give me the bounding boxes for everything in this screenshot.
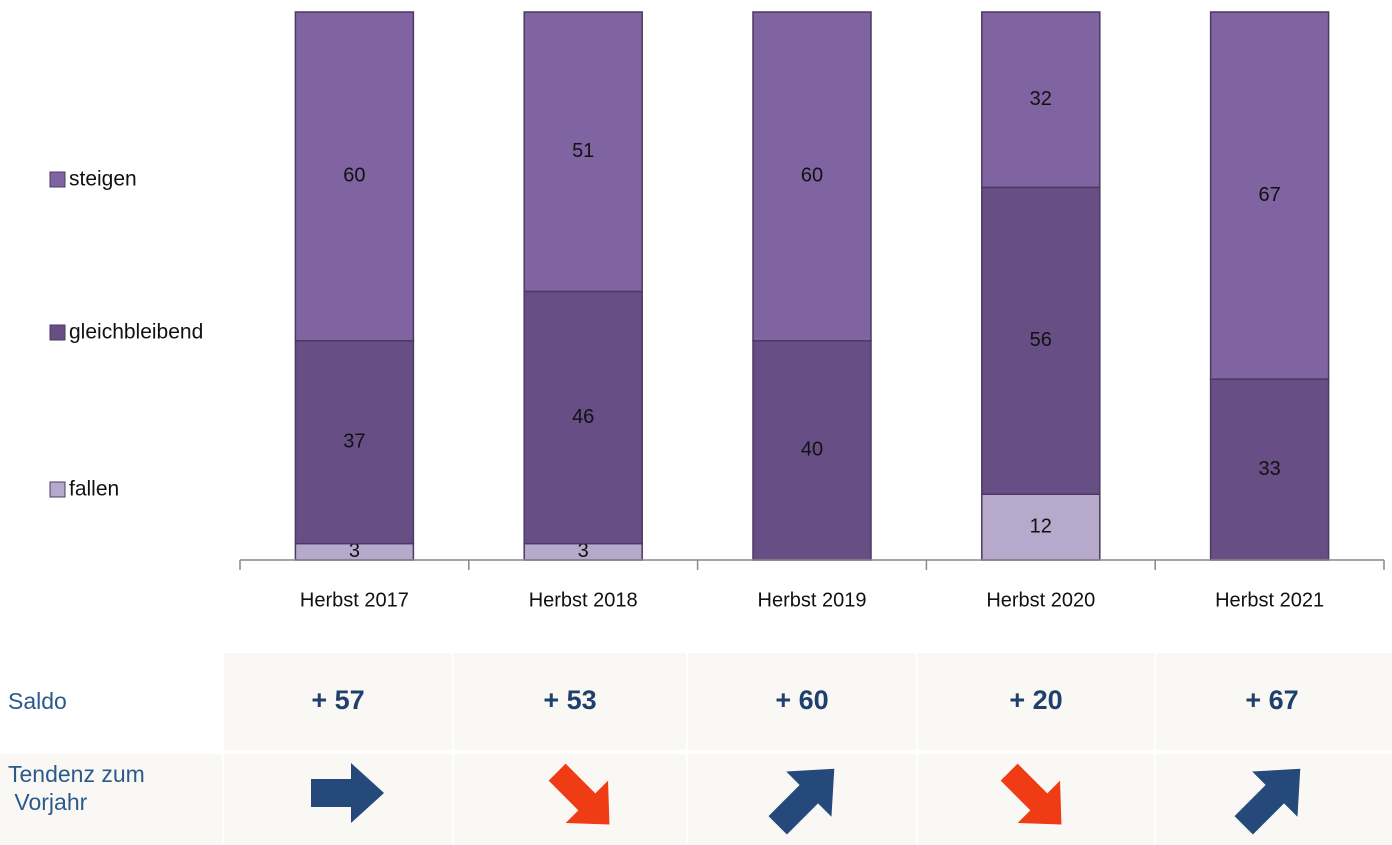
x-tick-label: Herbst 2020 [986,589,1095,611]
data-label: 12 [1030,515,1052,537]
data-label: 56 [1030,329,1052,351]
x-tick-label: Herbst 2018 [529,589,638,611]
row-label: Tendenz zum Vorjahr [8,761,145,815]
legend-label: gleichbleibend [69,321,203,344]
data-label: 3 [349,540,360,562]
legend-swatch [49,171,66,188]
saldo-value: + 20 [1009,685,1062,715]
arrow-down-right [1000,763,1062,825]
bar-segment [523,11,643,293]
bar-segment [1209,11,1330,380]
legend-label: fallen [69,478,119,501]
bar-segment [981,186,1101,495]
data-label: 67 [1258,184,1280,206]
table: Saldo Tendenz zum Vorjahr [0,653,1392,845]
data-label: 32 [1030,88,1052,110]
table-cell [454,653,686,750]
table-cell [0,653,222,750]
bar-segment [1209,378,1330,561]
data-label: 33 [1258,458,1280,480]
data-label: 60 [801,165,823,187]
saldo-value: + 57 [311,685,364,715]
legend-swatch [49,481,66,498]
table-cell [224,653,452,750]
table-cell [0,754,222,845]
data-label: 60 [343,165,365,187]
bar-segment [523,290,643,545]
bar-segment [294,340,415,545]
data-label: 3 [578,540,589,562]
data-label: 37 [343,430,365,452]
arrow-right [311,763,384,823]
bar-segment [752,340,872,561]
arrow-up-right [1234,768,1301,835]
bar-segment [752,11,872,342]
data-label: 40 [801,439,823,461]
data-label: 51 [572,140,594,162]
saldo-value: + 60 [775,685,828,715]
x-tick-label: Herbst 2017 [300,589,409,611]
saldo-value: + 67 [1245,685,1298,715]
x-tick-label: Herbst 2019 [758,589,867,611]
table-cell [1156,653,1392,750]
data-label: 46 [572,406,594,428]
table-cell [918,653,1154,750]
legend-label: steigen [69,168,137,191]
arrow-down-right [548,763,610,825]
bar-segment [294,11,415,342]
saldo-value: + 53 [543,685,596,715]
legend-swatch [49,324,66,341]
row-label: Saldo [8,688,67,714]
table-cell [688,653,916,750]
bar-segment [981,11,1101,189]
x-tick-label: Herbst 2021 [1215,589,1324,611]
arrow-up-right [768,768,835,835]
